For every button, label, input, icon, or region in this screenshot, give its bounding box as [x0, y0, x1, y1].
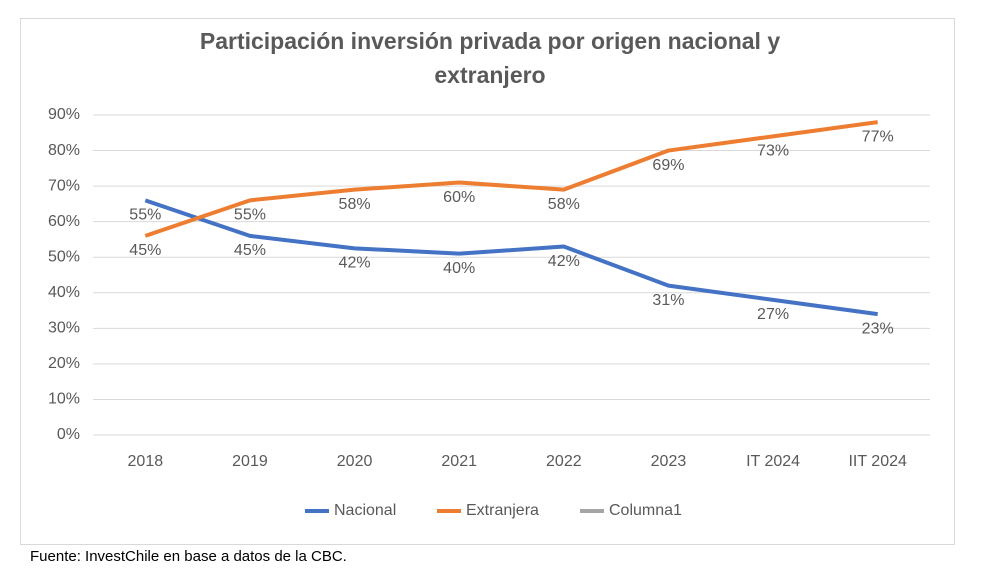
- source-note: Fuente: InvestChile en base a datos de l…: [30, 548, 347, 565]
- y-tick-label: 50%: [48, 248, 80, 265]
- y-tick-label: 60%: [48, 213, 80, 230]
- data-label: 55%: [234, 207, 266, 224]
- data-label: 60%: [443, 189, 475, 206]
- data-label: 27%: [757, 306, 789, 323]
- data-label: 42%: [548, 253, 580, 270]
- data-label: 73%: [757, 143, 789, 160]
- series-line: [144, 120, 878, 238]
- data-label: 77%: [862, 128, 894, 145]
- y-tick-label: 90%: [48, 106, 80, 123]
- legend-label: Columna1: [609, 502, 682, 519]
- data-label: 31%: [652, 292, 684, 309]
- y-tick-label: 30%: [48, 320, 80, 337]
- data-label: 45%: [234, 242, 266, 259]
- y-tick-label: 40%: [48, 284, 80, 301]
- series-line: [144, 198, 878, 317]
- y-tick-label: 0%: [57, 426, 80, 443]
- data-label: 55%: [129, 207, 161, 224]
- x-tick-label: 2021: [441, 453, 477, 470]
- y-tick-label: 70%: [48, 177, 80, 194]
- x-tick-label: 2023: [651, 453, 687, 470]
- data-label: 69%: [652, 157, 684, 174]
- x-tick-label: 2019: [232, 453, 268, 470]
- data-label: 23%: [862, 320, 894, 337]
- data-label: 58%: [548, 196, 580, 213]
- data-label: 42%: [339, 255, 371, 272]
- y-tick-label: 80%: [48, 142, 80, 159]
- data-label: 40%: [443, 260, 475, 277]
- x-tick-label: 2018: [128, 453, 164, 470]
- y-tick-label: 20%: [48, 355, 80, 372]
- chart-frame: [20, 18, 955, 545]
- x-tick-label: 2020: [337, 453, 373, 470]
- chart-title: Participación inversión privada por orig…: [199, 28, 781, 88]
- x-tick-label: IIT 2024: [848, 453, 907, 470]
- legend-label: Nacional: [334, 502, 396, 519]
- x-tick-label: IT 2024: [746, 453, 800, 470]
- data-label: 58%: [339, 196, 371, 213]
- y-tick-label: 10%: [48, 391, 80, 408]
- legend-label: Extranjera: [466, 502, 539, 519]
- data-label: 45%: [129, 242, 161, 259]
- x-tick-label: 2022: [546, 453, 582, 470]
